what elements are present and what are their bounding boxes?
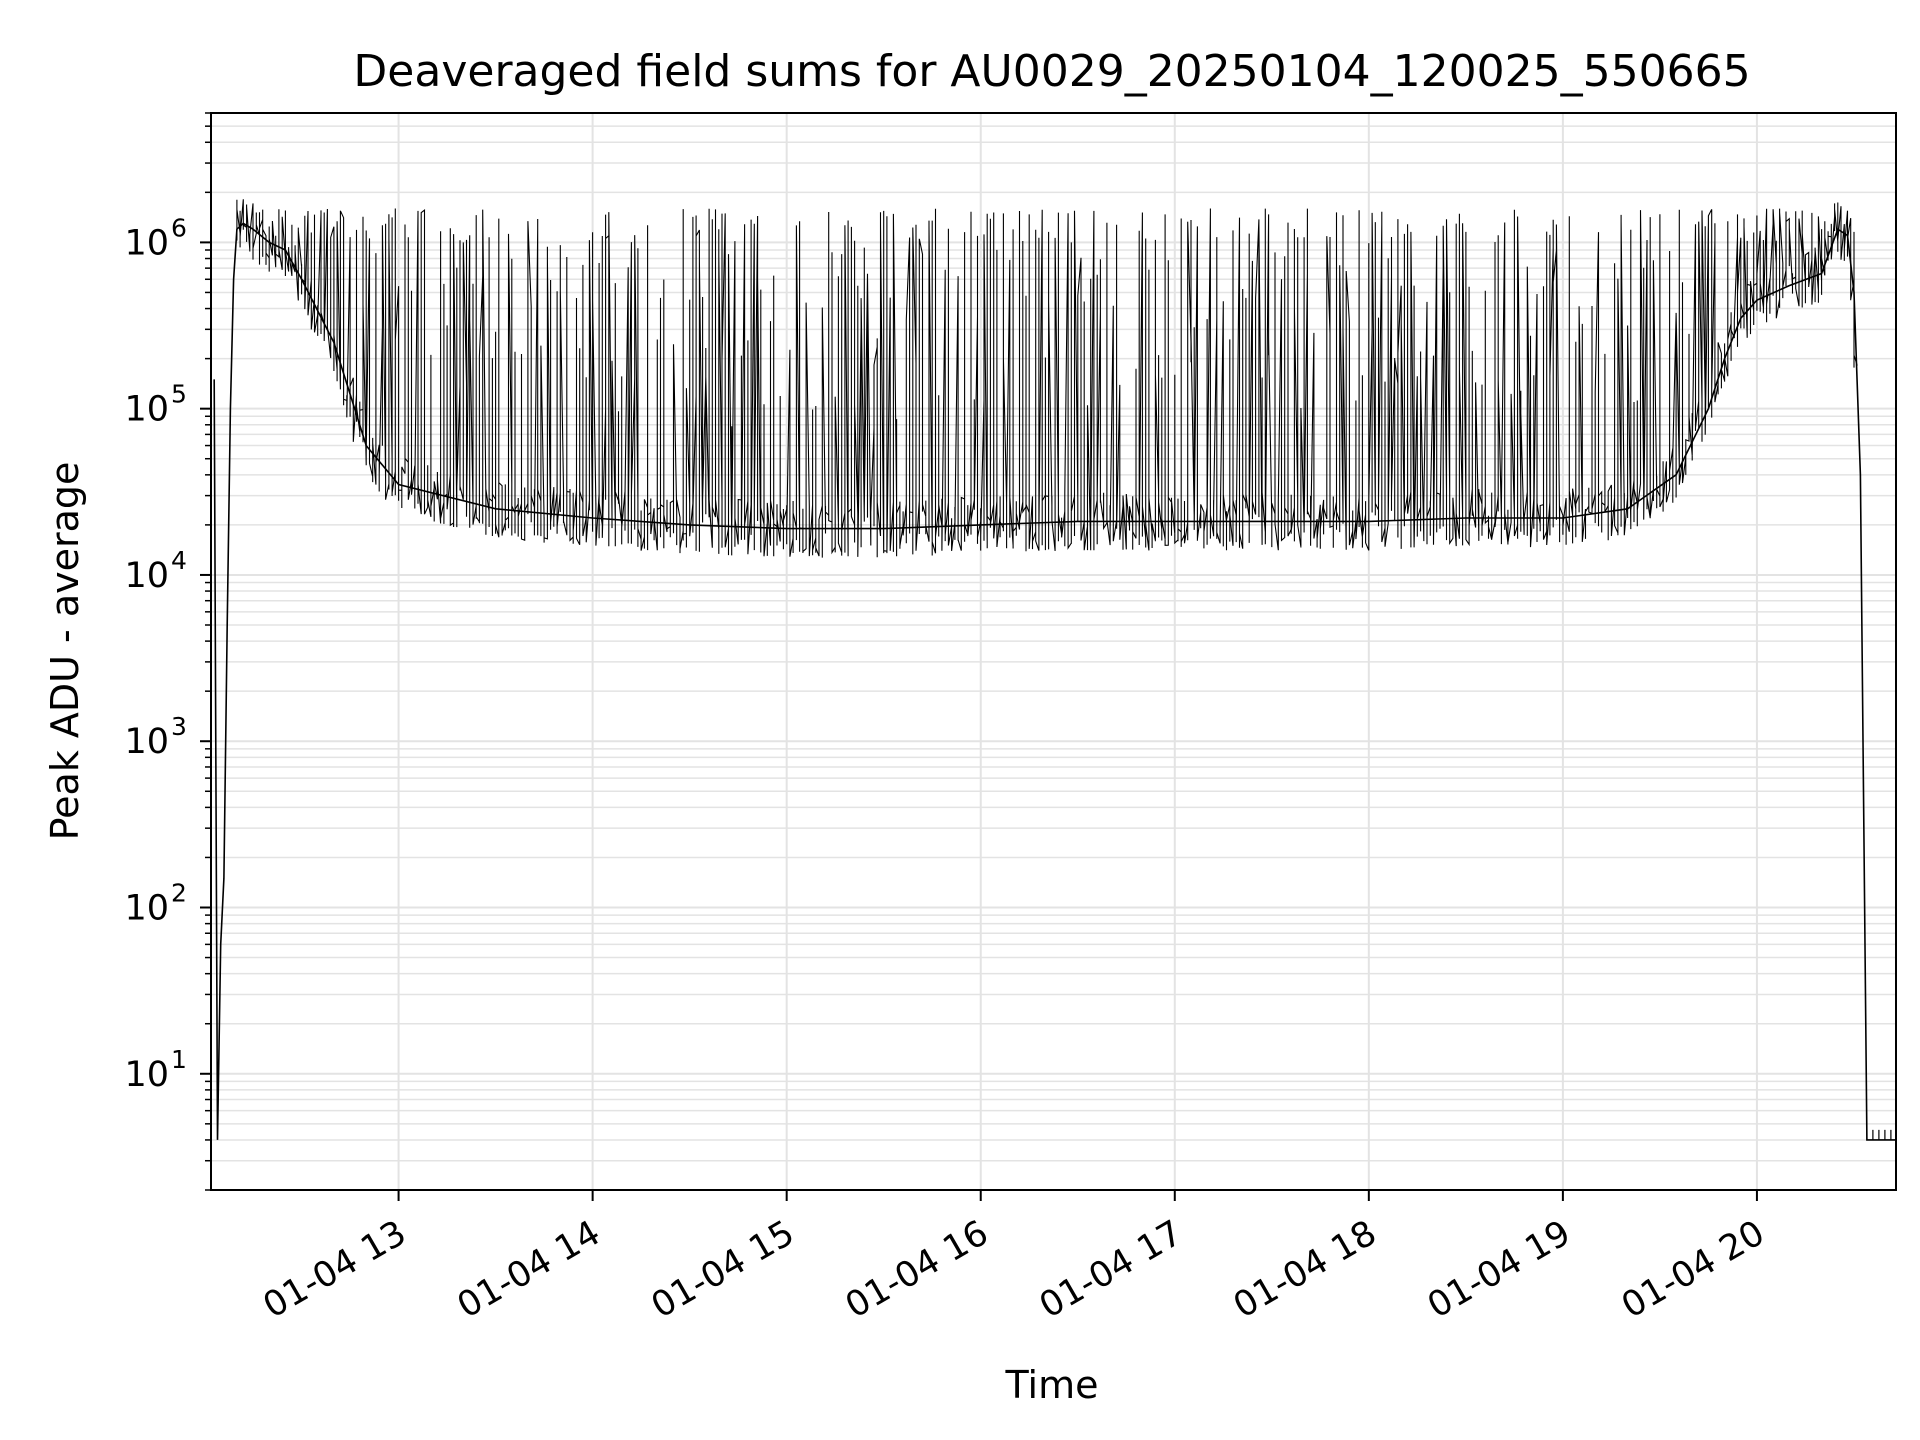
x-axis-label: Time bbox=[1005, 1363, 1099, 1407]
y-axis-label: Peak ADU - average bbox=[43, 462, 87, 841]
plot-area bbox=[213, 199, 1896, 1141]
grid bbox=[211, 112, 1896, 1191]
plot-frame bbox=[210, 112, 1897, 1191]
series-noise bbox=[236, 199, 1858, 558]
y-tick-label: 10 bbox=[124, 888, 169, 928]
y-tick-exponent: 5 bbox=[171, 380, 187, 409]
y-tick-label: 10 bbox=[124, 722, 169, 762]
y-tick-label: 10 bbox=[124, 223, 169, 263]
y-tick-exponent: 6 bbox=[171, 213, 187, 242]
y-tick-exponent: 2 bbox=[171, 878, 187, 907]
y-tick-exponent: 3 bbox=[171, 712, 187, 741]
y-tick-exponent: 1 bbox=[171, 1045, 187, 1074]
chart-title: Deaveraged field sums for AU0029_2025010… bbox=[353, 46, 1750, 97]
y-tick-label: 10 bbox=[124, 556, 169, 596]
y-tick-exponent: 4 bbox=[171, 546, 187, 575]
y-tick-label: 10 bbox=[124, 390, 169, 430]
y-tick-label: 10 bbox=[124, 1055, 169, 1095]
